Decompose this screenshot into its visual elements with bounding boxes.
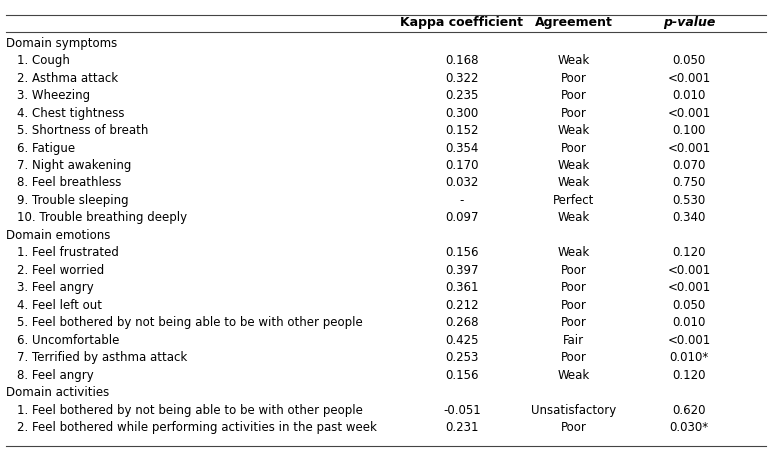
Text: 6. Uncomfortable: 6. Uncomfortable — [17, 334, 119, 347]
Text: Poor: Poor — [561, 142, 587, 154]
Text: 0.397: 0.397 — [445, 264, 479, 277]
Text: 0.032: 0.032 — [445, 177, 479, 189]
Text: 0.340: 0.340 — [672, 212, 706, 224]
Text: -0.051: -0.051 — [443, 404, 481, 417]
Text: 5. Feel bothered by not being able to be with other people: 5. Feel bothered by not being able to be… — [17, 316, 363, 329]
Text: 1. Cough: 1. Cough — [17, 54, 70, 67]
Text: Domain emotions: Domain emotions — [6, 229, 111, 242]
Text: Weak: Weak — [557, 159, 590, 172]
Text: <0.001: <0.001 — [668, 72, 711, 84]
Text: 0.120: 0.120 — [672, 247, 706, 259]
Text: <0.001: <0.001 — [668, 107, 711, 119]
Text: Poor: Poor — [561, 421, 587, 434]
Text: 0.100: 0.100 — [672, 124, 706, 137]
Text: Weak: Weak — [557, 124, 590, 137]
Text: 0.235: 0.235 — [445, 89, 479, 102]
Text: 8. Feel breathless: 8. Feel breathless — [17, 177, 122, 189]
Text: 7. Terrified by asthma attack: 7. Terrified by asthma attack — [17, 351, 187, 364]
Text: 5. Shortness of breath: 5. Shortness of breath — [17, 124, 149, 137]
Text: 0.750: 0.750 — [672, 177, 706, 189]
Text: p-value: p-value — [663, 16, 715, 29]
Text: 0.168: 0.168 — [445, 54, 479, 67]
Text: 0.030*: 0.030* — [670, 421, 708, 434]
Text: 1. Feel bothered by not being able to be with other people: 1. Feel bothered by not being able to be… — [17, 404, 363, 417]
Text: 0.300: 0.300 — [445, 107, 479, 119]
Text: 3. Feel angry: 3. Feel angry — [17, 281, 94, 294]
Text: 2. Feel bothered while performing activities in the past week: 2. Feel bothered while performing activi… — [17, 421, 377, 434]
Text: <0.001: <0.001 — [668, 334, 711, 347]
Text: 6. Fatigue: 6. Fatigue — [17, 142, 75, 154]
Text: 10. Trouble breathing deeply: 10. Trouble breathing deeply — [17, 212, 187, 224]
Text: Fair: Fair — [563, 334, 584, 347]
Text: 0.010: 0.010 — [672, 316, 706, 329]
Text: 0.156: 0.156 — [445, 247, 479, 259]
Text: 0.152: 0.152 — [445, 124, 479, 137]
Text: Agreement: Agreement — [534, 16, 613, 29]
Text: Poor: Poor — [561, 264, 587, 277]
Text: Domain symptoms: Domain symptoms — [6, 37, 117, 49]
Text: Poor: Poor — [561, 281, 587, 294]
Text: 1. Feel frustrated: 1. Feel frustrated — [17, 247, 119, 259]
Text: 0.425: 0.425 — [445, 334, 479, 347]
Text: -: - — [460, 194, 464, 207]
Text: 0.010: 0.010 — [672, 89, 706, 102]
Text: Poor: Poor — [561, 299, 587, 312]
Text: 0.070: 0.070 — [672, 159, 706, 172]
Text: 0.354: 0.354 — [445, 142, 479, 154]
Text: 0.620: 0.620 — [672, 404, 706, 417]
Text: 0.268: 0.268 — [445, 316, 479, 329]
Text: Weak: Weak — [557, 212, 590, 224]
Text: 0.231: 0.231 — [445, 421, 479, 434]
Text: <0.001: <0.001 — [668, 281, 711, 294]
Text: 9. Trouble sleeping: 9. Trouble sleeping — [17, 194, 129, 207]
Text: 4. Feel left out: 4. Feel left out — [17, 299, 102, 312]
Text: 0.530: 0.530 — [672, 194, 706, 207]
Text: <0.001: <0.001 — [668, 264, 711, 277]
Text: Domain activities: Domain activities — [6, 386, 109, 399]
Text: 0.050: 0.050 — [672, 54, 706, 67]
Text: Perfect: Perfect — [553, 194, 594, 207]
Text: 2. Asthma attack: 2. Asthma attack — [17, 72, 118, 84]
Text: Kappa coefficient: Kappa coefficient — [400, 16, 524, 29]
Text: <0.001: <0.001 — [668, 142, 711, 154]
Text: 7. Night awakening: 7. Night awakening — [17, 159, 132, 172]
Text: 0.050: 0.050 — [672, 299, 706, 312]
Text: 0.097: 0.097 — [445, 212, 479, 224]
Text: 0.170: 0.170 — [445, 159, 479, 172]
Text: Poor: Poor — [561, 351, 587, 364]
Text: Weak: Weak — [557, 54, 590, 67]
Text: 0.322: 0.322 — [445, 72, 479, 84]
Text: 2. Feel worried: 2. Feel worried — [17, 264, 104, 277]
Text: Weak: Weak — [557, 369, 590, 382]
Text: 3. Wheezing: 3. Wheezing — [17, 89, 90, 102]
Text: 0.010*: 0.010* — [670, 351, 708, 364]
Text: Poor: Poor — [561, 316, 587, 329]
Text: 0.253: 0.253 — [445, 351, 479, 364]
Text: Unsatisfactory: Unsatisfactory — [531, 404, 616, 417]
Text: 8. Feel angry: 8. Feel angry — [17, 369, 94, 382]
Text: Weak: Weak — [557, 247, 590, 259]
Text: Poor: Poor — [561, 89, 587, 102]
Text: 0.120: 0.120 — [672, 369, 706, 382]
Text: 0.212: 0.212 — [445, 299, 479, 312]
Text: 0.156: 0.156 — [445, 369, 479, 382]
Text: 0.361: 0.361 — [445, 281, 479, 294]
Text: Poor: Poor — [561, 107, 587, 119]
Text: Poor: Poor — [561, 72, 587, 84]
Text: Weak: Weak — [557, 177, 590, 189]
Text: 4. Chest tightness: 4. Chest tightness — [17, 107, 125, 119]
